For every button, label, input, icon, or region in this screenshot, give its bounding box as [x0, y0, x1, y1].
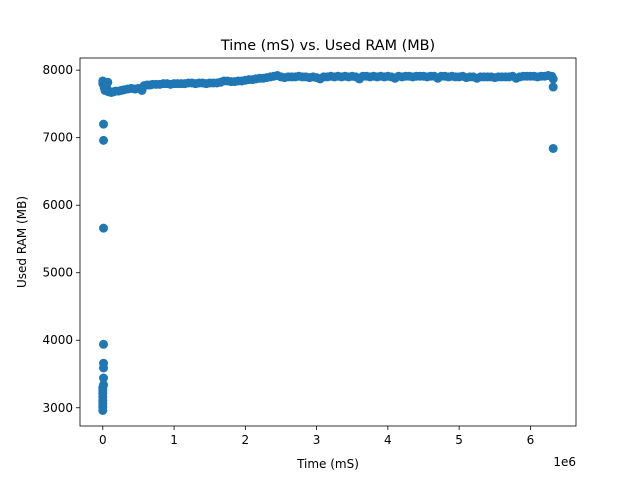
x-tick-label-6: 6 — [527, 433, 535, 447]
y-axis-ticks: 3000 4000 5000 6000 7000 8000 — [42, 63, 80, 415]
chart-title: Time (mS) vs. Used RAM (MB) — [220, 38, 435, 54]
x-tick-label-5: 5 — [455, 433, 463, 447]
data-point-0-9 — [99, 373, 109, 383]
data-point-0-13 — [99, 223, 109, 233]
x-axis-offset-label: 1e6 — [553, 455, 576, 469]
x-tick-label-0: 0 — [99, 433, 107, 447]
y-tick-label-0: 3000 — [42, 401, 73, 415]
y-tick-label-3: 6000 — [42, 198, 73, 212]
data-point-0-24 — [103, 77, 113, 87]
y-tick-label-5: 8000 — [42, 63, 73, 77]
x-axis-label: Time (mS) — [296, 457, 359, 471]
x-tick-label-4: 4 — [384, 433, 392, 447]
data-point-0-12 — [99, 339, 109, 349]
x-tick-label-1: 1 — [170, 433, 178, 447]
data-point-0-11 — [99, 358, 109, 368]
data-point-0-156 — [548, 143, 558, 153]
data-point-0-15 — [99, 119, 109, 129]
data-point-0-155 — [548, 82, 558, 92]
x-tick-label-3: 3 — [313, 433, 321, 447]
data-point-0-8 — [99, 380, 109, 390]
data-points — [98, 71, 558, 415]
plot-frame — [79, 57, 577, 427]
data-point-0-14 — [99, 135, 109, 145]
x-axis-ticks: 0 1 2 3 4 5 6 — [99, 426, 534, 447]
y-tick-label-1: 4000 — [42, 333, 73, 347]
y-tick-label-2: 5000 — [42, 266, 73, 280]
x-tick-label-2: 2 — [242, 433, 250, 447]
y-axis-label: Used RAM (MB) — [15, 196, 29, 288]
y-tick-label-4: 7000 — [42, 131, 73, 145]
data-point-0-154 — [548, 74, 558, 84]
